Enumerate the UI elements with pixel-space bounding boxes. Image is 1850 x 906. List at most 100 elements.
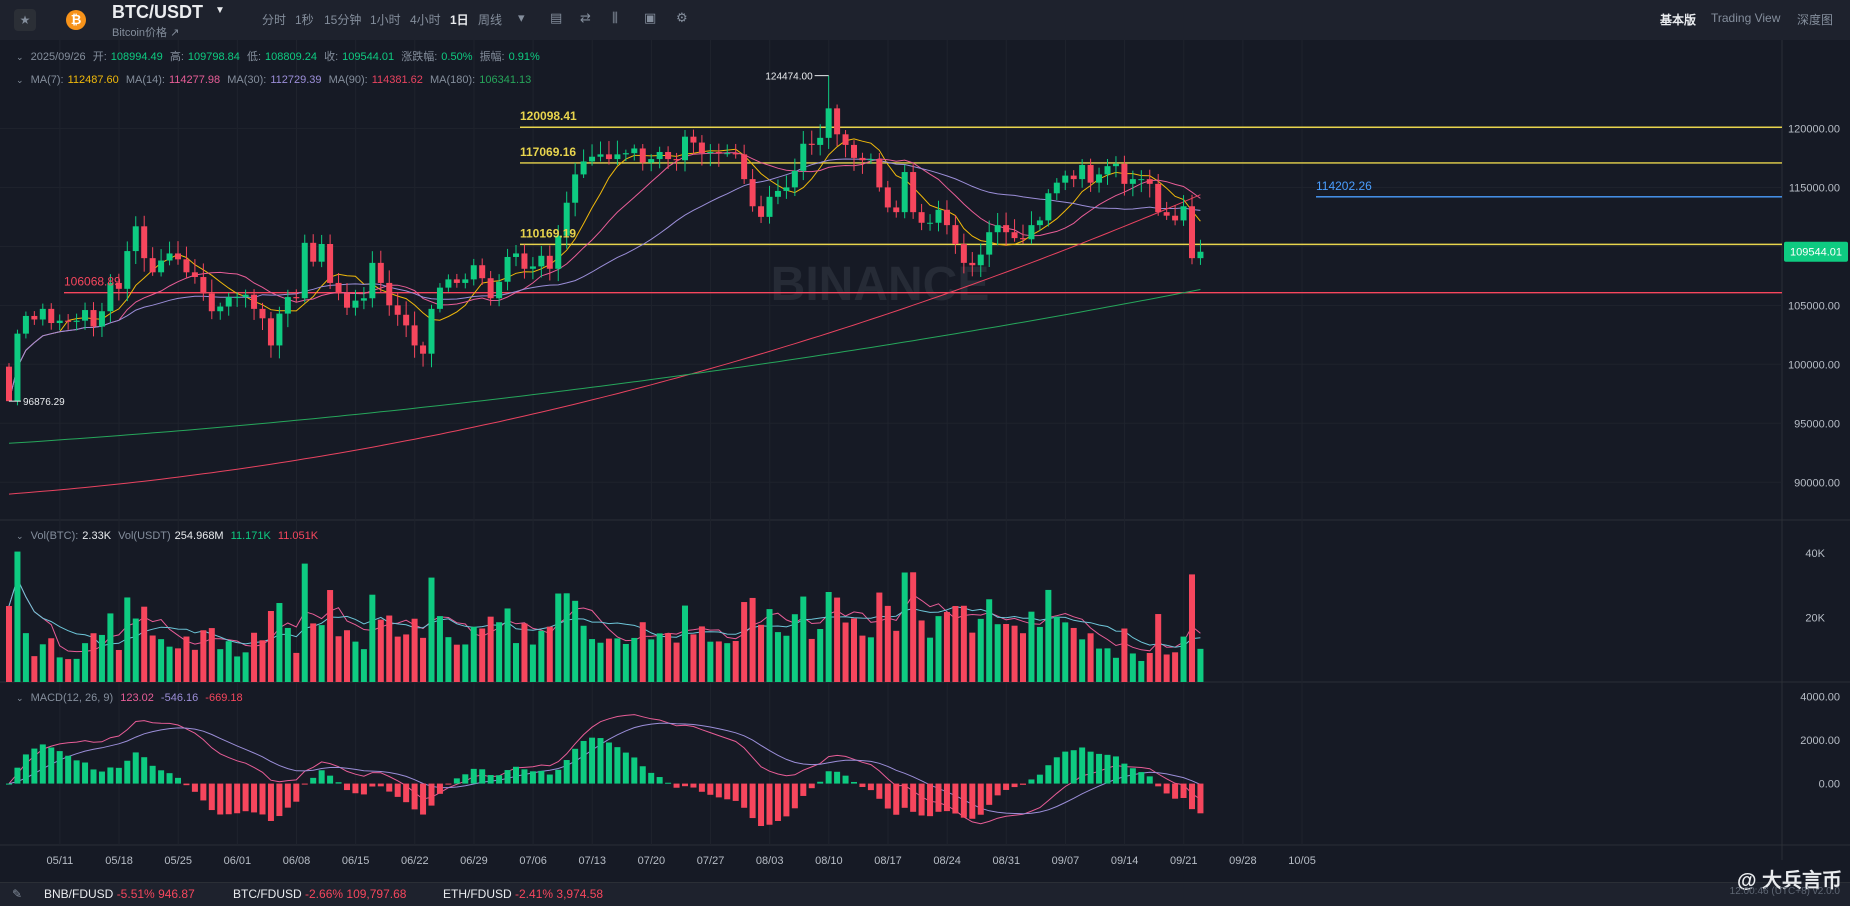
macd-histogram-bar (386, 783, 393, 792)
macd-histogram-bar (1020, 783, 1026, 785)
time-tick-label: 06/15 (342, 855, 370, 867)
ticker-eth[interactable]: ETH/FDUSD -2.41% 3,974.58 (443, 887, 603, 901)
volume-bar (276, 603, 283, 682)
tab-depth[interactable]: 深度图 (1797, 13, 1834, 27)
time-tick-label: 05/25 (164, 855, 192, 867)
collapse-icon[interactable]: ⌄ (16, 531, 24, 541)
candle-body (284, 297, 291, 314)
ticker-btc[interactable]: BTC/FDUSD -2.66% 109,797.68 (233, 887, 406, 901)
macd-histogram-bar (175, 777, 181, 784)
macd-tick-label: 0.00 (1819, 779, 1840, 791)
candle-body (1189, 206, 1195, 259)
macd-histogram-bar (14, 767, 21, 784)
volume-bar (977, 618, 984, 682)
candle-body (403, 314, 410, 326)
candle-body (1062, 175, 1069, 183)
candle-body (149, 258, 156, 273)
volume-bar (682, 605, 688, 682)
compare-icon[interactable]: ⇄ (580, 10, 591, 25)
volume-bar (622, 643, 629, 682)
macd-tick-label: 2000.00 (1800, 735, 1840, 747)
level-label: 117069.16 (520, 145, 576, 159)
macd-histogram-bar (529, 771, 536, 784)
tf-1s[interactable]: 1秒 (295, 13, 314, 27)
time-tick-label: 06/08 (283, 855, 311, 867)
volume-bar (1155, 614, 1162, 682)
volume-bar (217, 649, 224, 682)
chevron-down-icon[interactable]: ▼ (215, 5, 225, 16)
candle-body (1155, 183, 1162, 213)
candle-body (1112, 163, 1119, 167)
collapse-icon[interactable]: ⌄ (16, 52, 24, 62)
time-tick-label: 08/24 (933, 855, 961, 867)
volume-bar (825, 592, 832, 682)
indicators-icon[interactable]: ⫼ (612, 10, 618, 25)
candle-type-icon[interactable]: ▤ (550, 10, 563, 25)
macd-histogram-bar (166, 773, 173, 784)
candle-body (445, 279, 452, 288)
candle-body (14, 333, 21, 402)
tf-4h[interactable]: 4小时 (410, 13, 441, 27)
tab-basic[interactable]: 基本版 (1660, 13, 1697, 27)
layout-icon[interactable]: ▣ (644, 10, 657, 25)
star-icon[interactable]: ★ (14, 9, 36, 31)
volume-bar (132, 618, 139, 682)
price-chart[interactable]: BINANCE 120000.00115000.00110000.0010500… (0, 40, 1850, 882)
macd-histogram-bar (893, 783, 900, 815)
volume-bar (783, 635, 790, 682)
volume-bar (690, 634, 697, 682)
macd-histogram-bar (141, 757, 148, 784)
tf-1h[interactable]: 1小时 (370, 13, 401, 27)
macd-histogram-bar (115, 767, 122, 784)
macd-histogram-bar (1197, 783, 1204, 814)
volume-bar (251, 632, 258, 682)
macd-histogram-bar (1045, 765, 1052, 784)
volume-bar (158, 639, 165, 682)
symbol-selector[interactable]: BTC/USDT (112, 2, 203, 22)
ticker-bnb[interactable]: BNB/FDUSD -5.51% 946.87 (44, 887, 195, 901)
settings-icon[interactable]: ⚙ (676, 10, 688, 25)
volume-bar (884, 605, 891, 682)
volume-bar (284, 627, 291, 682)
collapse-icon[interactable]: ⌄ (16, 75, 24, 85)
volume-bar (166, 646, 173, 682)
vol-btc-label: Vol(BTC): (30, 530, 79, 542)
tab-tradingview[interactable]: Trading View (1711, 11, 1781, 25)
candle-body (749, 179, 756, 207)
volume-bar (259, 640, 266, 682)
macd-histogram-bar (698, 783, 705, 792)
macd-histogram-bar (859, 783, 866, 787)
volume-bar (1020, 633, 1026, 682)
max-label: 124474.00 (765, 72, 813, 83)
tf-1d[interactable]: 1日 (450, 13, 469, 27)
edit-icon[interactable]: ✎ (12, 887, 23, 901)
macd-histogram-bar (158, 770, 165, 784)
volume-bar (1053, 616, 1060, 682)
volume-bar (183, 636, 190, 682)
macd-label: MACD(12, 26, 9) (30, 692, 114, 704)
candle-body (115, 282, 122, 289)
volume-bar (1172, 652, 1179, 682)
candle-body (783, 187, 790, 191)
volume-bar (876, 592, 883, 682)
tf-15m[interactable]: 15分钟 (324, 13, 362, 27)
volume-bar (453, 644, 460, 682)
macd-histogram-bar (952, 783, 959, 814)
macd-histogram-bar (183, 783, 190, 786)
volume-bar (267, 610, 274, 682)
current-price-tag (1784, 241, 1848, 262)
dropdown-icon[interactable]: ▾ (518, 10, 525, 25)
asset-name-link[interactable]: Bitcoin价格 ↗ (112, 27, 180, 39)
volume-bar (1104, 648, 1111, 682)
macd-histogram-bar (453, 778, 460, 784)
volume-bar (749, 597, 756, 682)
tf-tick[interactable]: 分时 (262, 13, 287, 27)
macd-histogram-bar (977, 783, 984, 815)
ticker-price: 946.87 (158, 887, 195, 901)
candle-body (631, 148, 638, 154)
macd-histogram-bar (1087, 751, 1094, 784)
candle-body (605, 154, 612, 160)
volume-bar (986, 599, 993, 682)
tf-1w[interactable]: 周线 (478, 13, 503, 27)
collapse-icon[interactable]: ⌄ (16, 693, 24, 703)
